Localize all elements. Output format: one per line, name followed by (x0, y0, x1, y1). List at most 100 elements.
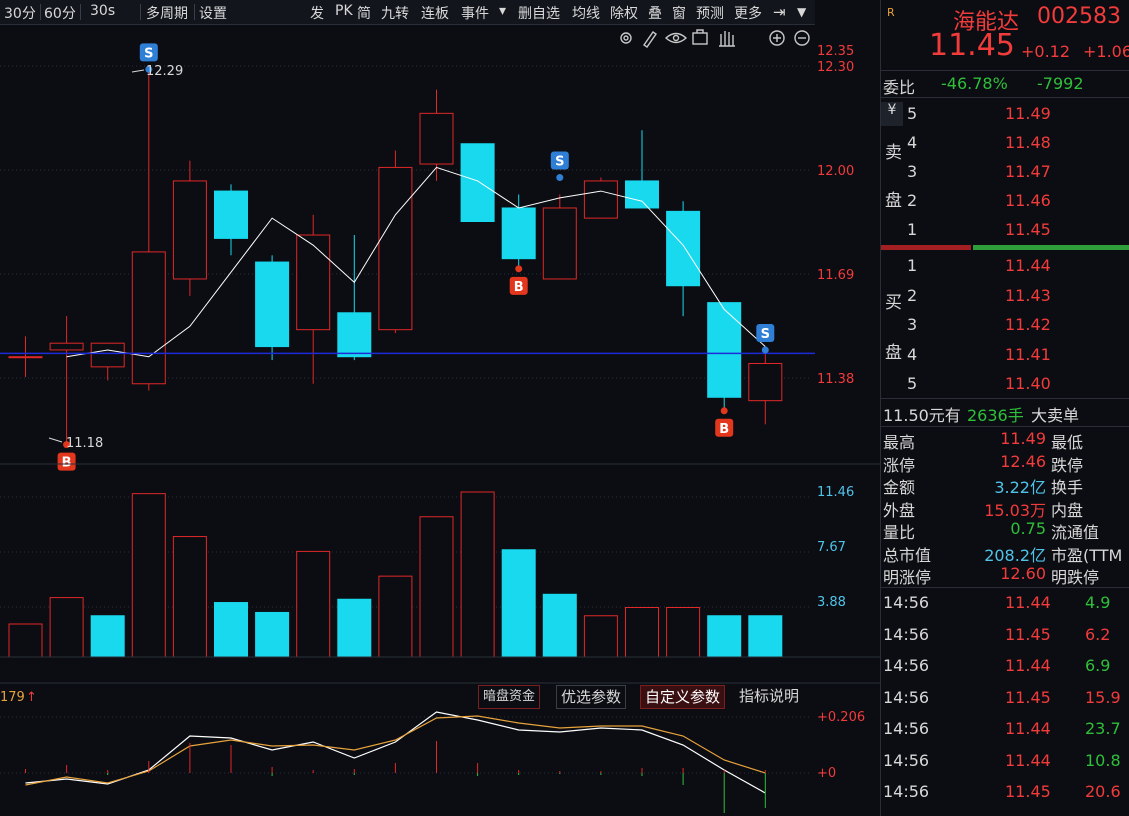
indicator-line-orange (25, 715, 766, 786)
signal-markers: S B S B S B (57, 43, 775, 471)
ask-price: 11.48 (1005, 133, 1051, 152)
signal-dot (761, 346, 769, 354)
events-dropdown-icon[interactable]: ▾ (499, 3, 507, 19)
tick-time: 14:56 (883, 656, 930, 675)
period-30s-button[interactable]: 30s (90, 3, 116, 19)
indicator-axis: +0.206 +0 (817, 710, 865, 781)
tick-volume: 6.2 (1085, 624, 1111, 644)
period-30min-button[interactable]: 30分 (4, 6, 36, 22)
nine-turn-button[interactable]: 九转 (381, 6, 409, 22)
events-button[interactable]: 事件 (461, 6, 489, 22)
multi-period-button[interactable]: 多周期 (146, 6, 188, 22)
eye-icon[interactable] (664, 32, 688, 44)
ask-price: 11.46 (1005, 191, 1051, 210)
simple-button[interactable]: 简 (357, 6, 371, 22)
window-button[interactable]: 窗 (672, 6, 686, 22)
toolbox-icon[interactable] (692, 29, 708, 45)
volume-label: 7.67 (817, 540, 846, 555)
tick-volume: 20.6 (1085, 782, 1121, 801)
volume-bar (49, 597, 84, 658)
volume-bar (378, 575, 413, 658)
candle (666, 201, 701, 317)
ask-level: 3 (907, 162, 918, 181)
bid-price: 11.41 (1005, 344, 1051, 364)
tick-price: 11.45 (1005, 782, 1051, 801)
ex-rights-button[interactable]: 除权 (610, 6, 638, 22)
stat-label-right: 明跌停 (1051, 568, 1100, 587)
stat-label: 最高 (883, 433, 916, 452)
candle (419, 89, 454, 181)
pk-button[interactable]: PK (335, 3, 353, 19)
tick-price: 11.45 (1005, 687, 1051, 707)
candles-layer (8, 69, 783, 445)
limit-board-button[interactable]: 连板 (421, 6, 449, 22)
big-order-suffix: 大卖单 (1031, 406, 1080, 425)
buy-label: 盘 (885, 343, 902, 363)
candle (337, 235, 372, 361)
sell-signal-marker: S (550, 151, 569, 182)
more-button[interactable]: 更多 (734, 6, 762, 22)
indicator-help-button[interactable]: 指标说明 (739, 687, 800, 705)
stat-label-right: 最低 (1051, 433, 1084, 452)
weibi-label: 委比 (883, 78, 916, 97)
yen-icon[interactable]: ¥ (881, 102, 903, 126)
bid-level: 1 (907, 256, 918, 275)
volume-bar (501, 549, 536, 658)
signal-dot (720, 407, 728, 415)
dark-pool-fund-button[interactable]: 暗盘资金 (478, 685, 541, 709)
stock-code: 002583 (1037, 4, 1121, 29)
toolbar-dropdown-icon[interactable]: ▼ (797, 5, 807, 19)
stat-label-right: 跌停 (1051, 455, 1084, 475)
candle (625, 130, 659, 209)
candle (501, 194, 536, 269)
indicator-label: +0.206 (817, 710, 865, 725)
collapse-arrow-icon[interactable]: ⇥ (773, 3, 786, 21)
volume-bar (748, 615, 783, 658)
candle-body (419, 112, 454, 165)
indicator-value: 179 (0, 690, 25, 705)
bid-price: 11.40 (1005, 374, 1051, 393)
period-60min-button[interactable]: 60分 (44, 6, 76, 22)
volume-bar (666, 607, 701, 658)
custom-params-button[interactable]: 自定义参数 (640, 685, 726, 709)
big-order-prefix: 11.50元有 (883, 406, 961, 425)
price-axis: 12.35 12.30 12.00 11.69 11.38 (817, 44, 854, 387)
stat-value: 11.49 (1000, 429, 1046, 448)
candle-body (8, 356, 43, 359)
settings-button[interactable]: 设置 (199, 6, 227, 22)
ask-level: 1 (907, 220, 918, 239)
candle-body (501, 207, 536, 260)
sell-signal-marker: S (756, 323, 775, 354)
tick-time: 14:56 (883, 593, 930, 612)
tick-price: 11.44 (1005, 750, 1051, 770)
volume-bar (90, 615, 125, 658)
stat-value: 12.46 (1000, 451, 1046, 471)
gear-icon[interactable] (620, 32, 632, 44)
candle-body (378, 166, 413, 331)
ma-line (66, 166, 766, 358)
candle (460, 143, 495, 222)
post-button[interactable]: 发 (310, 6, 324, 22)
pen-icon[interactable] (643, 31, 657, 48)
tick-volume: 23.7 (1085, 719, 1121, 738)
price-label: 12.00 (817, 164, 854, 179)
preferred-params-button[interactable]: 优选参数 (556, 685, 627, 709)
volume-bar (131, 493, 166, 658)
overlay-button[interactable]: 叠 (648, 6, 662, 22)
volume-bar (8, 623, 43, 658)
bid-level: 3 (907, 315, 918, 334)
quote-panel: R 海能达 002583 11.45 +0.12 +1.06 委比 -46.78… (880, 0, 1129, 816)
forecast-button[interactable]: 预测 (696, 6, 724, 22)
buy-ratio-bar (973, 245, 1129, 250)
zoom-in-icon[interactable] (769, 30, 785, 46)
hand-icon[interactable] (719, 31, 735, 47)
candle-body (172, 180, 207, 280)
price-label: 11.69 (817, 268, 854, 283)
candle (748, 349, 783, 425)
delete-watchlist-button[interactable]: 删自选 (518, 6, 560, 22)
volume-bar (255, 611, 290, 658)
sell-label: 卖 (885, 143, 902, 163)
zoom-out-icon[interactable] (794, 30, 810, 46)
kline-chart[interactable]: S B S B S B 12.29 11.18 12.35 12.30 12.00 11.… (0, 24, 880, 816)
moving-average-button[interactable]: 均线 (572, 6, 600, 22)
